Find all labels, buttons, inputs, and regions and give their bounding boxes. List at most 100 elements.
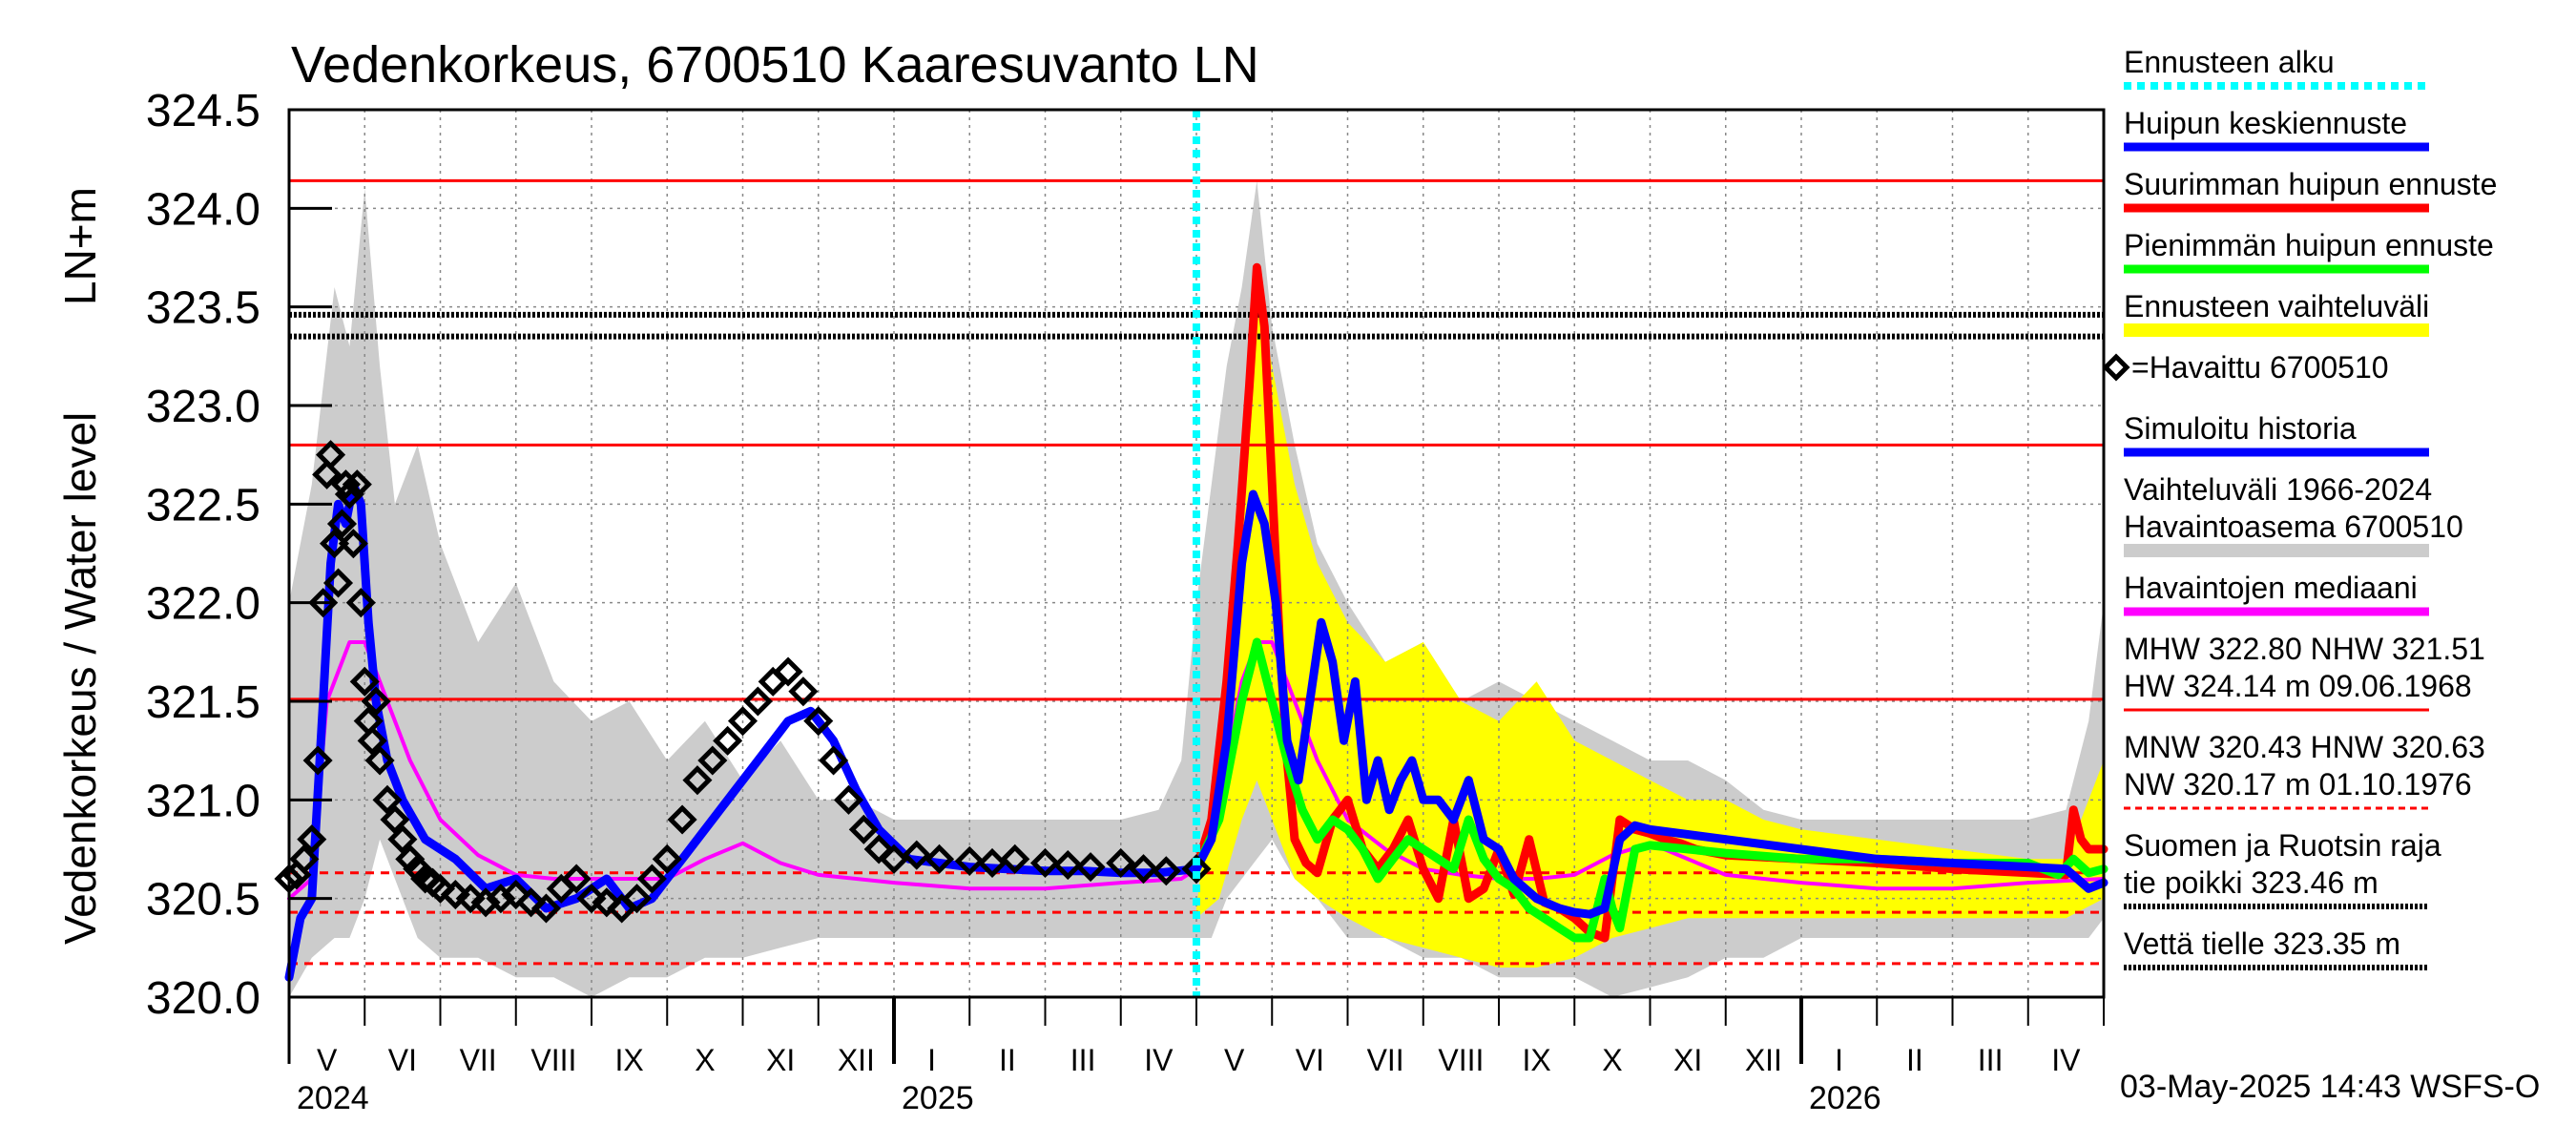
- observation-marker: [289, 843, 320, 874]
- observation-marker: [592, 887, 622, 918]
- observation-marker: [682, 765, 713, 796]
- observation-marker: [652, 843, 682, 874]
- legend-item-2-label: Suurimman huipun ennuste: [2124, 167, 2497, 201]
- y-tick-label: 320.0: [146, 973, 260, 1024]
- observation-marker: [334, 479, 364, 510]
- observation-marker: [1075, 852, 1106, 883]
- observation-marker: [863, 834, 894, 864]
- month-label: XI: [766, 1043, 795, 1077]
- month-label: XII: [1745, 1043, 1782, 1077]
- observation-marker-layer: [274, 440, 1212, 924]
- year-label: 2024: [297, 1080, 369, 1116]
- legend-item-8-label: Havaintojen mediaani: [2124, 571, 2418, 605]
- observation-marker: [470, 887, 501, 918]
- year-label: 2025: [902, 1080, 974, 1116]
- legend-item-9-label-2: HW 324.14 m 09.06.1968: [2124, 669, 2472, 703]
- series-line-havaintojen-mediaani: [287, 640, 2106, 901]
- month-label: VII: [1367, 1043, 1404, 1077]
- observation-marker: [1106, 847, 1136, 879]
- observation-marker: [1000, 843, 1030, 874]
- observation-marker: [516, 887, 547, 918]
- month-label: X: [1602, 1043, 1622, 1077]
- observation-marker: [455, 884, 486, 914]
- legend-item-0-label: Ennusteen alku: [2124, 45, 2335, 79]
- observation-marker: [364, 745, 395, 776]
- observation-marker: [372, 784, 403, 815]
- observation-marker: [954, 845, 985, 876]
- observation-marker: [302, 745, 333, 776]
- observation-marker: [1029, 847, 1061, 879]
- month-label: IX: [1523, 1043, 1551, 1077]
- legend-item-1-label: Huipun keskiennuste: [2124, 106, 2407, 140]
- footer-timestamp: 03-May-2025 14:43 WSFS-O: [2120, 1069, 2540, 1105]
- observation-marker: [320, 529, 350, 559]
- observation-marker: [879, 843, 909, 874]
- month-label: III: [1978, 1043, 2004, 1077]
- observation-marker: [773, 656, 803, 687]
- observation-marker: [1181, 854, 1212, 885]
- y-tick-label: 320.5: [146, 875, 260, 926]
- observation-marker: [330, 469, 361, 500]
- month-label: X: [695, 1043, 715, 1077]
- month-label: II: [1906, 1043, 1923, 1077]
- y-tick-label: 323.0: [146, 382, 260, 432]
- month-label: V: [317, 1043, 338, 1077]
- y-axis: 320.0 320.5 321.0 321.5 322.0 322.5 323.0 323.5…: [146, 86, 332, 1024]
- month-label: VIII: [530, 1043, 576, 1077]
- legend-item-4-label: Ennusteen vaihteluväli: [2124, 289, 2429, 323]
- observation-marker: [636, 864, 667, 894]
- legend-item-11-label-2: tie poikki 323.46 m: [2124, 865, 2379, 900]
- month-label: VI: [1296, 1043, 1324, 1077]
- legend-item-5-label: =Havaittu 6700510: [2131, 350, 2389, 385]
- observation-marker: [357, 725, 387, 756]
- observation-marker: [326, 509, 358, 539]
- legend-item-3-label: Pienimmän huipun ennuste: [2124, 228, 2494, 262]
- y-axis-label: Vedenkorkeus / Water level: [55, 412, 105, 945]
- observation-marker: [1052, 849, 1083, 881]
- observation-marker: [977, 847, 1008, 879]
- month-label: VI: [388, 1043, 417, 1077]
- grid-layer: [289, 110, 2104, 997]
- y-tick-label: 321.0: [146, 776, 260, 826]
- observation-marker: [338, 529, 368, 559]
- observation-marker: [848, 814, 879, 844]
- y-axis-unit-label: LN+m: [55, 187, 105, 305]
- month-label: I: [1835, 1043, 1843, 1077]
- series-line-huipun-keskiennuste: [1192, 489, 2109, 919]
- y-tick-label: 323.5: [146, 283, 260, 334]
- month-label: IV: [1144, 1043, 1174, 1077]
- observation-marker: [576, 884, 607, 914]
- observation-marker: [1151, 856, 1181, 886]
- plot-area: [274, 108, 2109, 999]
- observation-marker: [742, 686, 773, 717]
- month-label: IX: [615, 1043, 644, 1077]
- month-label: III: [1070, 1043, 1096, 1077]
- observation-marker: [667, 804, 697, 835]
- observation-marker: [819, 745, 849, 776]
- series-line-pienimm-n-huipun-ennuste: [1192, 637, 2109, 943]
- year-label: 2026: [1809, 1080, 1881, 1116]
- observation-marker: [530, 893, 561, 924]
- observation-marker: [308, 588, 339, 618]
- observation-marker: [342, 469, 372, 500]
- observation-marker: [387, 824, 418, 855]
- month-label: VII: [460, 1043, 497, 1077]
- legend-item-6-label: Simuloitu historia: [2124, 411, 2357, 446]
- legend: Ennusteen alku Huipun keskiennuste Suurimm…: [2102, 45, 2497, 970]
- observation-marker: [349, 666, 380, 697]
- observation-marker: [833, 784, 863, 815]
- y-tick-label: 321.5: [146, 677, 260, 728]
- month-label: II: [999, 1043, 1016, 1077]
- observation-marker: [727, 706, 758, 737]
- legend-marker-icon: [2102, 353, 2130, 382]
- legend-item-11-label: Suomen ja Ruotsin raja: [2124, 828, 2441, 863]
- month-label: IV: [2051, 1043, 2081, 1077]
- observation-marker: [561, 864, 592, 894]
- month-label: XI: [1673, 1043, 1702, 1077]
- legend-item-7-label-2: Havaintoasema 6700510: [2124, 510, 2463, 544]
- observation-marker: [297, 824, 327, 855]
- month-label: XII: [838, 1043, 875, 1077]
- observation-marker: [410, 864, 441, 894]
- observation-marker: [788, 677, 819, 707]
- y-tick-label: 324.0: [146, 184, 260, 235]
